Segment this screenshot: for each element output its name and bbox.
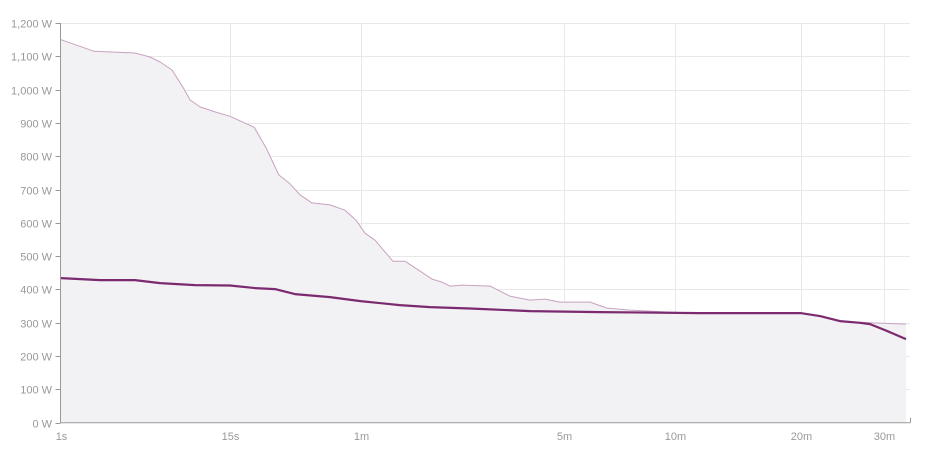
y-tick-label: 300 W xyxy=(20,319,52,331)
x-tick-label: 30m xyxy=(874,431,895,443)
x-tick-label: 1m xyxy=(354,431,369,443)
best-power-line xyxy=(60,39,907,325)
y-tick-label: 600 W xyxy=(20,219,52,231)
series-area-0 xyxy=(61,39,906,423)
axes xyxy=(55,23,911,424)
y-tick-label: 1,000 W xyxy=(11,86,53,98)
y-tick-label: 1,100 W xyxy=(11,52,53,64)
y-tick-label: 900 W xyxy=(20,119,52,131)
x-axis-labels: 1s 15s 1m 5m 10m 20m 30m xyxy=(56,431,896,443)
y-tick-label: 100 W xyxy=(20,385,52,397)
y-tick-label: 500 W xyxy=(20,252,52,264)
x-tick-label: 15s xyxy=(222,431,240,443)
y-tick-label: 1,200 W xyxy=(11,19,53,31)
y-tick-label: 200 W xyxy=(20,352,52,364)
x-tick-label: 5m xyxy=(557,431,572,443)
x-tick-label: 1s xyxy=(56,431,68,443)
series-areas xyxy=(61,39,906,423)
x-tick-label: 20m xyxy=(791,431,812,443)
y-tick-label: 400 W xyxy=(20,285,52,297)
x-tick-label: 10m xyxy=(665,431,686,443)
series-lines xyxy=(60,39,907,341)
current-power-line xyxy=(60,277,907,341)
y-tick-label: 800 W xyxy=(20,152,52,164)
y-tick-label: 700 W xyxy=(20,186,52,198)
y-tick-label: 0 W xyxy=(32,419,52,431)
y-axis-labels: 0 W 100 W 200 W 300 W 400 W 500 W 600 W 700 W 80… xyxy=(11,19,53,431)
